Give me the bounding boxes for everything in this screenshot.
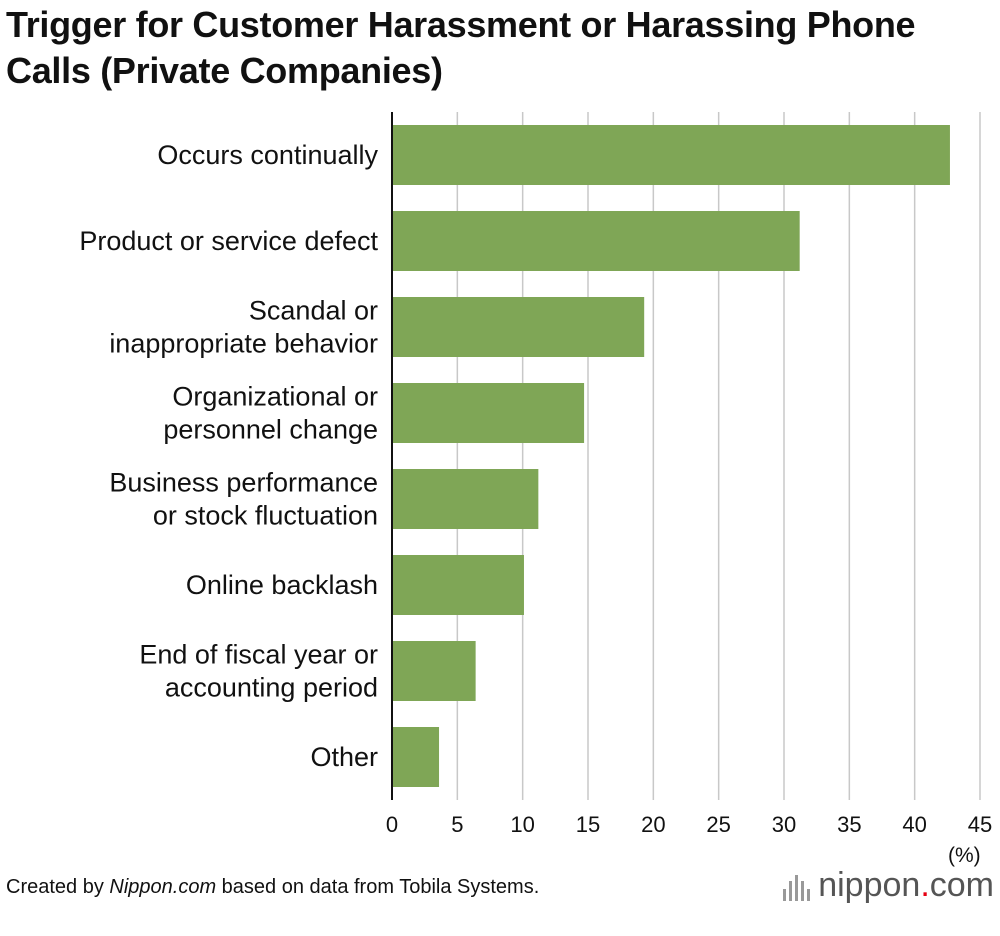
brand-bars-icon xyxy=(783,871,811,901)
category-label: Business performance xyxy=(109,468,378,498)
category-label: Other xyxy=(310,742,378,772)
brand-name: nippon xyxy=(818,866,921,904)
source-site: Nippon.com xyxy=(109,876,217,898)
category-label: Organizational or xyxy=(172,382,378,412)
chart-title: Trigger for Customer Harassment or Haras… xyxy=(6,4,916,91)
category-label: Product or service defect xyxy=(79,226,378,256)
bar xyxy=(392,469,539,529)
x-tick-label: 5 xyxy=(451,812,463,837)
source-suffix: based on data from Tobila Systems. xyxy=(216,876,540,898)
category-label: personnel change xyxy=(163,415,378,445)
bar xyxy=(392,211,800,271)
source-prefix: Created by xyxy=(6,876,110,898)
category-label: Occurs continually xyxy=(157,140,378,170)
x-tick-label: 0 xyxy=(386,812,398,837)
x-tick-label: 30 xyxy=(772,812,796,837)
category-label: accounting period xyxy=(165,673,378,703)
x-tick-label: 20 xyxy=(641,812,665,837)
category-label: inappropriate behavior xyxy=(109,329,378,359)
brand-logo: nippon.com xyxy=(783,866,994,905)
category-label: or stock fluctuation xyxy=(153,501,378,531)
bar xyxy=(392,125,950,185)
source-note: Created by Nippon.com based on data from… xyxy=(6,876,539,899)
category-label: End of fiscal year or xyxy=(139,640,378,670)
category-label: Scandal or xyxy=(249,296,378,326)
bar xyxy=(392,297,645,357)
unit-label: (%) xyxy=(948,844,981,867)
bar xyxy=(392,383,585,443)
tick-labels: 0 5 10 15 20 25 30 35 40 45 xyxy=(386,812,992,837)
x-tick-label: 40 xyxy=(902,812,926,837)
category-labels: Occurs continually Product or service def… xyxy=(79,140,378,772)
brand-dot: . xyxy=(920,866,930,904)
x-tick-label: 10 xyxy=(510,812,534,837)
bar xyxy=(392,641,476,701)
x-tick-label: 25 xyxy=(706,812,730,837)
bar xyxy=(392,727,440,787)
bars xyxy=(392,125,950,787)
x-tick-label: 15 xyxy=(576,812,600,837)
bar xyxy=(392,555,524,615)
x-tick-label: 45 xyxy=(968,812,992,837)
brand-tld: com xyxy=(929,866,994,904)
x-tick-label: 35 xyxy=(837,812,861,837)
category-label: Online backlash xyxy=(186,570,378,600)
